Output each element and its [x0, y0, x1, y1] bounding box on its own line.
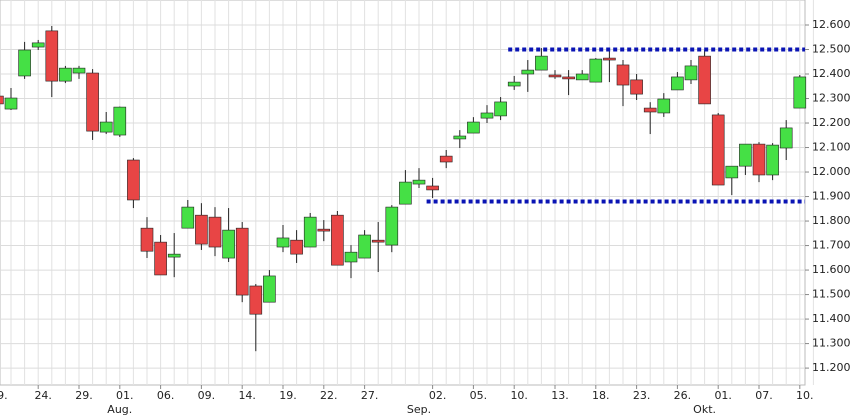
y-tick-label: 12.000: [812, 165, 851, 178]
y-tick-label: 11.300: [812, 337, 851, 350]
candle-body: [725, 165, 739, 179]
candle-body: [480, 112, 494, 119]
x-tick-label: 13.: [551, 389, 569, 402]
candle-body: [0, 95, 4, 105]
y-tick-label: 11.200: [812, 361, 851, 374]
candle-body: [290, 239, 303, 255]
x-tick-label: 02.: [429, 389, 447, 402]
candle-body: [521, 69, 535, 75]
y-tick-label: 11.400: [812, 312, 851, 325]
candle-body: [181, 206, 195, 229]
x-tick-label: 29.: [75, 389, 93, 402]
candle-body: [739, 143, 752, 167]
candle-body: [752, 143, 766, 176]
candle-body: [113, 106, 127, 136]
candle-body: [127, 159, 140, 201]
x-tick-label: 10.: [796, 389, 814, 402]
x-tick-label: 9.: [0, 389, 8, 402]
x-tick-label: 22.: [320, 389, 338, 402]
candle-body: [575, 73, 589, 81]
y-tick-label: 12.500: [812, 43, 851, 56]
month-label: Okt.: [693, 403, 716, 416]
candle-body: [671, 76, 684, 91]
y-tick-label: 11.700: [812, 239, 851, 252]
x-tick-label: 06.: [157, 389, 175, 402]
candle-body: [412, 179, 426, 185]
candle-body: [643, 107, 657, 113]
candle-body: [195, 214, 208, 245]
x-tick-label: 23.: [633, 389, 651, 402]
candle-body: [86, 72, 99, 132]
y-tick-label: 12.300: [812, 92, 851, 105]
candle-body: [45, 30, 59, 82]
candle-body: [589, 58, 603, 83]
candle-body: [766, 144, 779, 176]
candle-body: [235, 227, 249, 296]
candle-body: [371, 239, 385, 243]
candle-body: [562, 76, 575, 80]
x-tick-label: 05.: [470, 389, 488, 402]
y-tick-label: 11.900: [812, 190, 851, 203]
x-tick-label: 09.: [198, 389, 216, 402]
candle-body: [344, 251, 358, 263]
y-tick-label: 11.800: [812, 214, 851, 227]
candle-body: [385, 206, 399, 246]
x-tick-label: 27.: [361, 389, 379, 402]
candle-body: [18, 49, 31, 77]
x-tick-label: 24.: [34, 389, 52, 402]
candle-body: [154, 241, 167, 276]
candle-body: [439, 155, 453, 163]
candle-body: [684, 65, 698, 81]
candle-body: [793, 76, 807, 109]
candle-body: [249, 285, 263, 315]
candle-body: [167, 253, 181, 258]
candle-body: [711, 114, 725, 186]
candle-body: [303, 216, 317, 248]
candle-body: [99, 121, 113, 133]
candle-body: [426, 185, 439, 191]
candle-body: [208, 216, 222, 248]
y-tick-label: 12.400: [812, 67, 851, 80]
x-tick-label: 10.: [510, 389, 528, 402]
x-tick-label: 01.: [714, 389, 732, 402]
x-tick-label: 19.: [279, 389, 297, 402]
candle-body: [31, 42, 45, 48]
candle-body: [72, 67, 86, 74]
candle-body: [399, 181, 412, 205]
candle-body: [535, 55, 548, 71]
candle-body: [779, 127, 793, 149]
x-tick-label: 26.: [674, 389, 692, 402]
x-tick-label: 01.: [116, 389, 134, 402]
candle-body: [4, 97, 18, 110]
month-label: Sep.: [407, 403, 431, 416]
y-tick-label: 11.600: [812, 263, 851, 276]
x-tick-label: 14.: [238, 389, 256, 402]
candle-body: [698, 55, 711, 105]
candle-body: [358, 234, 371, 259]
candle-body: [140, 227, 154, 252]
y-tick-label: 12.100: [812, 141, 851, 154]
candle-body: [630, 79, 643, 95]
candle-body: [331, 214, 344, 266]
y-tick-label: 12.200: [812, 116, 851, 129]
candle-body: [263, 275, 276, 303]
month-label: Aug.: [107, 403, 132, 416]
x-tick-label: 07.: [755, 389, 773, 402]
candle-body: [657, 98, 671, 114]
candle-body: [548, 74, 562, 78]
y-tick-label: 12.600: [812, 18, 851, 31]
candle-body: [616, 64, 630, 86]
candle-body: [467, 121, 480, 134]
candle-body: [222, 229, 235, 259]
candle-body: [59, 67, 72, 82]
candle-body: [494, 101, 507, 117]
candle-body: [603, 57, 616, 61]
candle-body: [507, 81, 521, 87]
candle-body: [453, 135, 467, 140]
x-tick-label: 18.: [592, 389, 610, 402]
candle-body: [317, 228, 331, 232]
candle-body: [276, 237, 290, 248]
y-tick-label: 11.500: [812, 288, 851, 301]
